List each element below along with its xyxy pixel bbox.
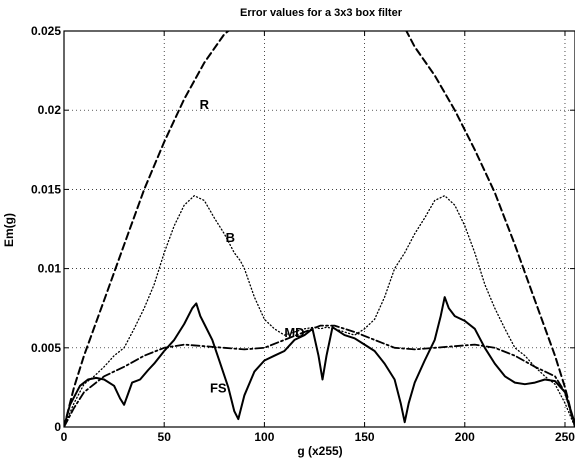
series-label-fs: FS [210,380,227,395]
series-labels: R B MD FS [200,97,305,396]
plot-frame [63,30,575,428]
series-lines [64,31,575,427]
axis-ticks: 0 50 100 150 200 250 0 0.005 0.01 0.015 0.02 0.025 [31,24,575,444]
x-tick-label: 50 [158,430,172,444]
x-tick-label: 150 [355,430,375,444]
series-line-b [64,195,575,427]
y-tick-label: 0.02 [38,103,62,117]
series-label-b: B [226,230,235,245]
y-tick-label: 0.005 [31,341,61,355]
x-tick-label: 100 [254,430,274,444]
x-tick-label: 0 [61,430,68,444]
y-tick-label: 0 [54,420,61,434]
y-tick-label: 0.025 [31,24,61,38]
chart-title: Error values for a 3x3 box filter [240,7,403,19]
series-label-md: MD [284,325,304,340]
x-axis-label: g (x255) [297,444,342,458]
series-line-md [64,324,575,427]
x-tick-label: 200 [455,430,475,444]
y-tick-label: 0.01 [38,262,62,276]
y-axis-label: Em(g) [2,213,16,247]
x-tick-label: 250 [555,430,575,444]
series-label-r: R [200,97,210,112]
series-line-fs [64,296,575,427]
y-tick-label: 0.015 [31,182,61,196]
